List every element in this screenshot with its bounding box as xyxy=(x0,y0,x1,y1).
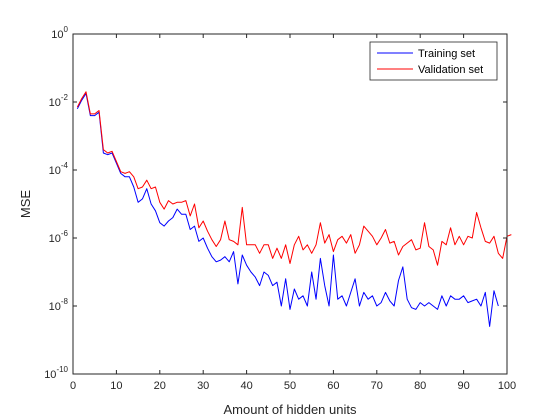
legend-label-training: Training set xyxy=(418,48,475,60)
x-tick-label: 70 xyxy=(371,380,383,392)
y-tick-label: 10-4 xyxy=(49,161,69,177)
y-tick-label-exponent: -6 xyxy=(61,229,69,238)
x-tick-label: 100 xyxy=(498,380,516,392)
x-tick-label: 80 xyxy=(414,380,426,392)
x-tick-label: 60 xyxy=(327,380,339,392)
x-tick-label: 40 xyxy=(240,380,252,392)
y-tick-label-base: 10 xyxy=(49,233,61,245)
legend-box xyxy=(369,41,498,81)
series-line-validation-set xyxy=(76,91,512,266)
y-tick-label-exponent: -10 xyxy=(56,365,68,374)
y-tick-label-exponent: 0 xyxy=(64,25,69,34)
y-tick-label: 10-2 xyxy=(49,93,69,109)
y-tick-label-exponent: -8 xyxy=(61,297,69,306)
plot-frame xyxy=(72,33,508,375)
x-tick-label: 90 xyxy=(457,380,469,392)
y-axis-label: MSE xyxy=(18,190,33,219)
y-tick-label-exponent: -2 xyxy=(61,93,69,102)
y-tick-label-base: 10 xyxy=(49,97,61,109)
plot-area xyxy=(73,34,507,374)
y-tick-label: 100 xyxy=(51,25,68,41)
y-tick-label-exponent: -4 xyxy=(61,161,69,170)
x-tick-label: 10 xyxy=(110,380,122,392)
y-tick-label-base: 10 xyxy=(49,165,61,177)
legend: Training set Validation set xyxy=(369,41,498,81)
y-tick-label: 10-10 xyxy=(44,365,68,381)
x-tick-label: 0 xyxy=(70,380,76,392)
y-tick-label: 10-6 xyxy=(49,229,69,245)
series-layer xyxy=(76,91,512,327)
x-tick-label: 50 xyxy=(284,380,296,392)
y-tick-label: 10-8 xyxy=(49,297,69,313)
legend-label-validation: Validation set xyxy=(418,64,483,76)
y-tick-label-base: 10 xyxy=(44,369,56,381)
series-line-training-set xyxy=(76,93,499,327)
x-tick-label: 20 xyxy=(154,380,166,392)
x-tick-label: 30 xyxy=(197,380,209,392)
tick-layer: 0 10 20 30 40 50 60 70 80 90 10010-1010-810-610-41… xyxy=(44,25,516,392)
y-tick-label-base: 10 xyxy=(49,301,61,313)
y-tick-label-base: 10 xyxy=(51,29,63,41)
x-axis-label: Amount of hidden units xyxy=(224,402,357,417)
